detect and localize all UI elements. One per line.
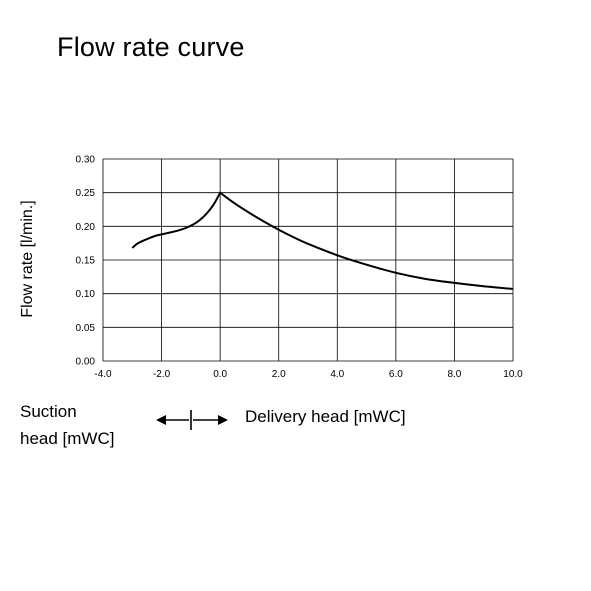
x-tick-labels: -4.0 -2.0 0.0 2.0 4.0 6.0 8.0 10.0 (94, 369, 523, 380)
x-tick-label: 6.0 (389, 369, 403, 380)
x-tick-label: 10.0 (503, 369, 523, 380)
direction-arrows (156, 410, 228, 430)
y-tick-label: 0.00 (76, 357, 96, 368)
x-tick-label: 4.0 (330, 369, 344, 380)
suction-head-label: Suction head [mWC] (20, 398, 114, 452)
chart-title: Flow rate curve (57, 32, 245, 62)
y-axis-label: Flow rate [l/min.] (19, 200, 36, 317)
y-tick-label: 0.20 (76, 222, 96, 233)
y-tick-label: 0.10 (76, 289, 96, 300)
x-tick-label: -2.0 (153, 369, 171, 380)
x-tick-label: 2.0 (272, 369, 286, 380)
x-tick-label: 8.0 (447, 369, 461, 380)
delivery-head-label: Delivery head [mWC] (245, 407, 406, 426)
y-tick-label: 0.30 (76, 155, 96, 166)
x-tick-label: 0.0 (213, 369, 227, 380)
flow-rate-curve (131, 191, 514, 290)
left-arrowhead-icon (156, 415, 166, 425)
right-arrowhead-icon (218, 415, 228, 425)
suction-label-line2: head [mWC] (20, 429, 115, 448)
grid (102, 158, 514, 362)
y-tick-label: 0.25 (76, 188, 96, 199)
x-tick-label: -4.0 (94, 369, 112, 380)
y-tick-label: 0.15 (76, 256, 96, 267)
y-tick-label: 0.05 (76, 323, 96, 334)
suction-label-line1: Suction (20, 402, 77, 421)
y-tick-labels: 0.00 0.05 0.10 0.15 0.20 0.25 0.30 (76, 155, 96, 368)
